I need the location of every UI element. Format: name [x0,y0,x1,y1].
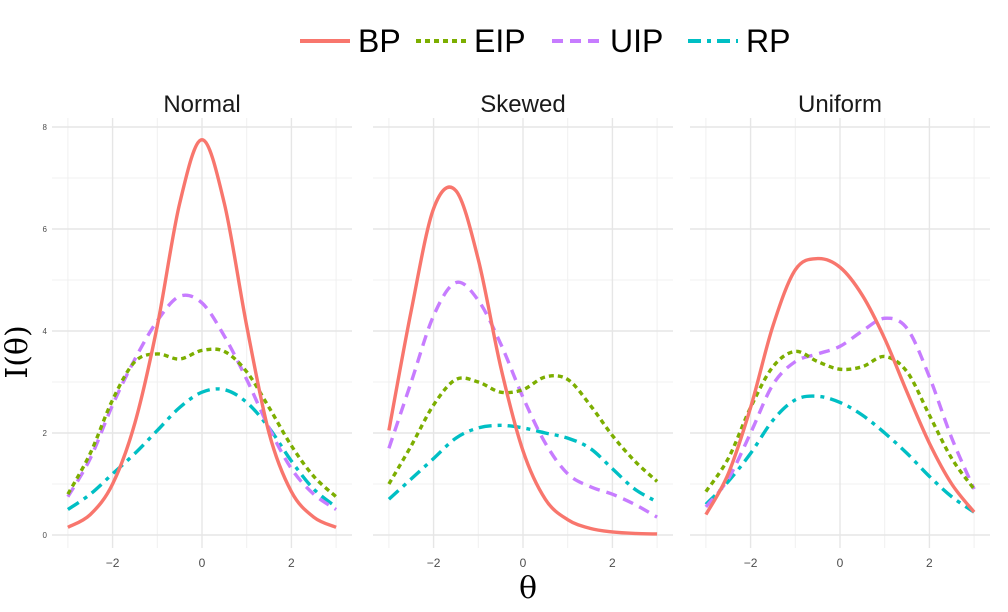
legend-label-eip: EIP [474,23,526,59]
x-tick-label: −2 [106,556,120,570]
y-tick-label: 8 [43,123,48,132]
series-line-eip-uniform [704,349,976,493]
legend-item-uip: UIP [552,23,663,59]
y-axis-title: I(θ) [0,325,35,378]
gridlines [373,118,673,548]
series-line-bp-uniform [704,256,976,516]
series-line-uip-skewed [387,280,658,519]
x-tick-label: 0 [520,556,527,570]
y-tick-label: 6 [43,225,48,234]
series-line-rp-normal [66,387,338,511]
legend-item-eip: EIP [416,23,526,59]
legend-label-bp: BP [358,23,401,59]
x-tick-label: 2 [288,556,295,570]
legend-item-bp: BP [300,23,401,59]
series-line-eip-normal [66,347,338,499]
x-axis-ticks: −2 0 2 −2 0 2 −2 0 2 [106,556,933,570]
facet-title-normal: Normal [163,91,240,118]
series-line-rp-uniform [704,394,976,514]
panel-skewed: Skewed [373,91,673,548]
legend-item-rp: RP [688,23,790,59]
gridlines [52,118,352,548]
legend: BP EIP UIP RP [300,23,790,59]
y-tick-label: 0 [43,531,48,540]
panel-uniform: Uniform [690,91,990,548]
facet-title-uniform: Uniform [798,91,882,118]
x-tick-label: 0 [199,556,206,570]
series-line-eip-skewed [387,374,659,485]
series-line-rp-skewed [387,423,658,504]
series-line-uip-normal [66,293,338,511]
legend-label-uip: UIP [610,23,663,59]
y-tick-label: 2 [43,429,48,438]
panel-normal: Normal [52,91,352,548]
gridlines [690,118,990,548]
series-line-uip-uniform [704,316,976,509]
series-line-bp-skewed [387,185,658,536]
x-tick-label: −2 [427,556,441,570]
x-tick-label: 2 [926,556,933,570]
series-line-bp-normal [67,138,337,529]
facet-panels: Normal Skewed Uniform [52,91,990,548]
y-tick-label: 4 [43,327,48,336]
legend-label-rp: RP [746,23,790,59]
x-tick-label: −2 [744,556,758,570]
facet-title-skewed: Skewed [480,91,565,118]
x-tick-label: 2 [609,556,616,570]
x-axis-title: θ [519,571,537,606]
y-axis-ticks: 0 2 4 6 8 [43,123,48,540]
x-tick-label: 0 [837,556,844,570]
